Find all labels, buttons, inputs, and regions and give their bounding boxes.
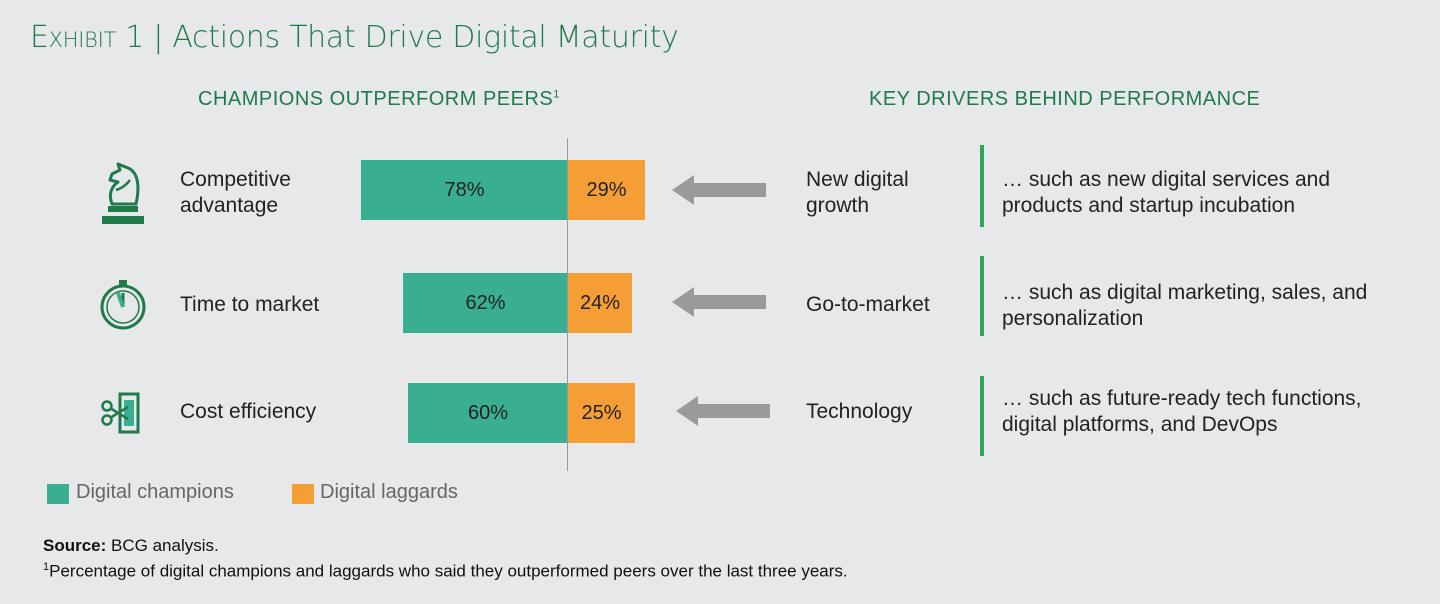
- legend-swatch-champions: [47, 484, 69, 504]
- driver-description-0: … such as new digital services and produ…: [1002, 168, 1330, 217]
- arrow-left-icon: [672, 175, 766, 205]
- footnote-text: Percentage of digital champions and lagg…: [49, 561, 848, 581]
- left-section-header: CHAMPIONS OUTPERFORM PEERS1: [198, 88, 560, 111]
- chart-title: Exhibit 1 | Actions That Drive Digital M…: [30, 20, 679, 55]
- legend-swatch-laggards: [292, 484, 314, 504]
- champions-bar: 62%: [403, 273, 568, 333]
- laggards-bar: 29%: [568, 160, 645, 220]
- source-note: Source: BCG analysis.: [43, 536, 219, 556]
- category-label-0: Competitive advantage: [180, 168, 291, 217]
- laggards-value-label: 24%: [579, 291, 621, 314]
- divider-line: [980, 256, 984, 336]
- source-label: Source:: [43, 536, 107, 555]
- arrow-left-icon: [672, 287, 766, 317]
- category-label-2: Cost efficiency: [180, 400, 317, 423]
- champions-bar: 60%: [408, 383, 568, 443]
- scissors-money-icon: [100, 392, 142, 436]
- laggards-value-label: 29%: [586, 178, 627, 201]
- champions-value-label: 62%: [465, 291, 506, 314]
- legend-label-champions: Digital champions: [76, 481, 234, 503]
- title-prefix: Exhibit 1: [30, 20, 145, 55]
- driver-description-1: … such as digital marketing, sales, and …: [1002, 281, 1368, 330]
- source-text: BCG analysis.: [111, 536, 219, 555]
- champions-value-label: 78%: [444, 178, 485, 201]
- left-header-text: CHAMPIONS OUTPERFORM PEERS: [198, 88, 554, 110]
- category-label-1: Time to market: [180, 293, 320, 316]
- champions-value-label: 60%: [467, 401, 509, 424]
- title-text: Actions That Drive Digital Maturity: [172, 20, 679, 55]
- divider-line: [980, 145, 984, 227]
- clock-icon: [98, 279, 148, 331]
- chess-knight-icon: [98, 160, 146, 226]
- laggards-value-label: 25%: [581, 401, 622, 424]
- divider-line: [980, 376, 984, 456]
- footnote: 1Percentage of digital champions and lag…: [43, 561, 848, 582]
- laggards-bar: 24%: [568, 273, 632, 333]
- right-section-header: KEY DRIVERS BEHIND PERFORMANCE: [869, 88, 1261, 110]
- driver-label-1: Go-to-market: [806, 293, 930, 316]
- left-header-footnote-mark: 1: [553, 88, 560, 101]
- footnote-mark: 1: [43, 561, 50, 573]
- driver-label-0: New digital growth: [806, 168, 909, 217]
- title-separator: |: [153, 20, 164, 55]
- driver-description-2: … such as future-ready tech functions, d…: [1002, 387, 1362, 436]
- arrow-left-icon: [676, 396, 770, 426]
- champions-bar: 78%: [361, 160, 568, 220]
- driver-label-2: Technology: [806, 400, 913, 423]
- laggards-bar: 25%: [568, 383, 635, 443]
- legend-label-laggards: Digital laggards: [320, 481, 458, 503]
- chart-axis-line: [567, 138, 568, 471]
